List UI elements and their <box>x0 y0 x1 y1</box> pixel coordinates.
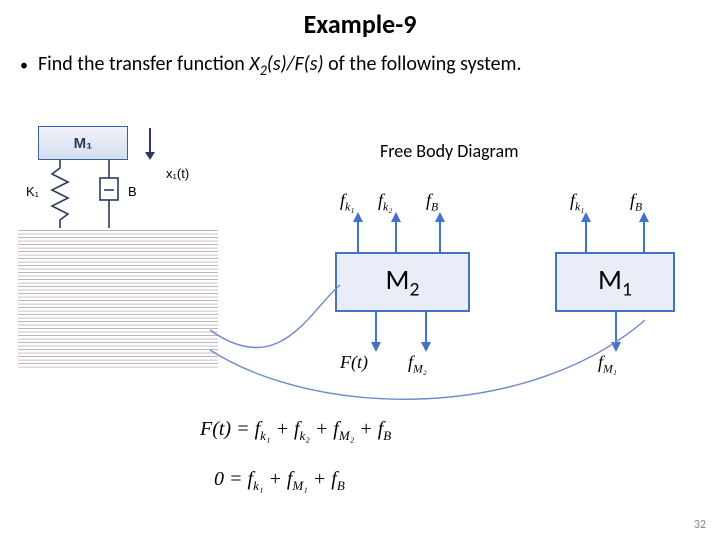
connector-curve-1 <box>0 0 720 540</box>
equation-2: 0 = fk₁ + fM₁ + fB <box>214 468 345 494</box>
slide-number: 32 <box>694 518 706 532</box>
equation-1: F(t) = fk₁ + fk₂ + fM₂ + fB <box>200 418 391 444</box>
